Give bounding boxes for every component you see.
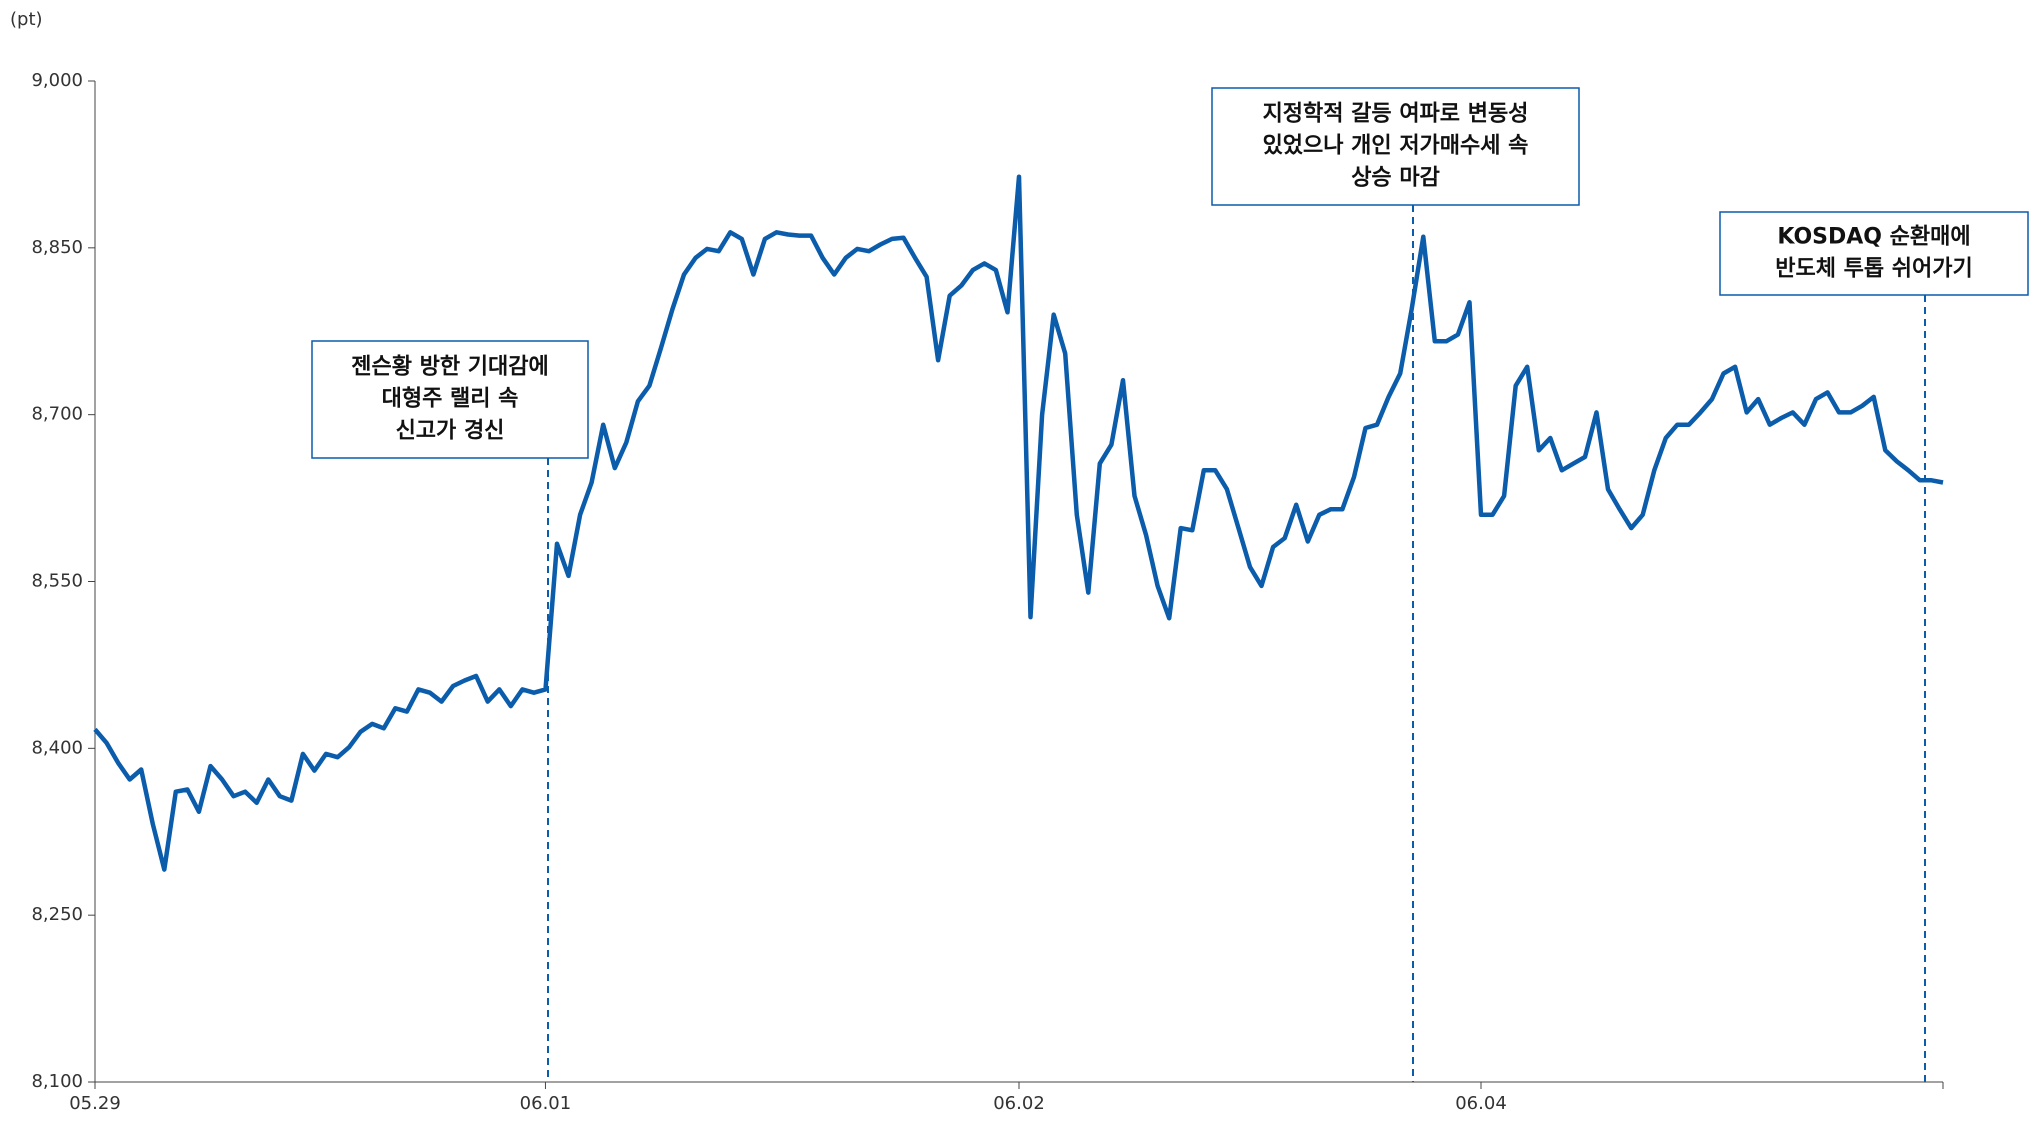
y-tick-label: 8,700 <box>31 404 83 425</box>
annotation-text: 대형주 랠리 속 <box>382 387 519 412</box>
y-tick-label: 8,250 <box>31 904 83 925</box>
annotation-text: 상승 마감 <box>1351 166 1440 191</box>
annotation-text: 지정학적 갈등 여파로 변동성 <box>1263 102 1529 127</box>
x-tick-label: 06.01 <box>520 1093 572 1114</box>
x-tick-label: 06.04 <box>1455 1093 1507 1114</box>
annotation-box <box>1211 87 1580 206</box>
line <box>93 174 1944 872</box>
annotation-text: 젠슨황 방한 기대감에 <box>351 355 548 380</box>
x-tick-label: 05.29 <box>69 1093 121 1114</box>
y-tick-label: 8,100 <box>31 1071 83 1092</box>
annotation-box <box>1719 211 2029 296</box>
y-tick-label: 8,400 <box>31 737 83 758</box>
annotation-text: KOSDAQ 순환매에 <box>1777 225 1970 250</box>
y-axis-label: (pt) <box>10 9 43 30</box>
annotation-text: 반도체 투톱 쉬어가기 <box>1775 257 1972 282</box>
annotation-box <box>311 340 589 459</box>
annotation-text: 있었으나 개인 저가매수세 속 <box>1263 134 1529 159</box>
x-tick-label: 06.02 <box>993 1093 1045 1114</box>
y-tick-label: 8,550 <box>31 571 83 592</box>
y-tick-label: 9,000 <box>31 70 83 91</box>
annotation-text: 신고가 경신 <box>396 419 505 444</box>
y-tick-label: 8,850 <box>31 237 83 258</box>
